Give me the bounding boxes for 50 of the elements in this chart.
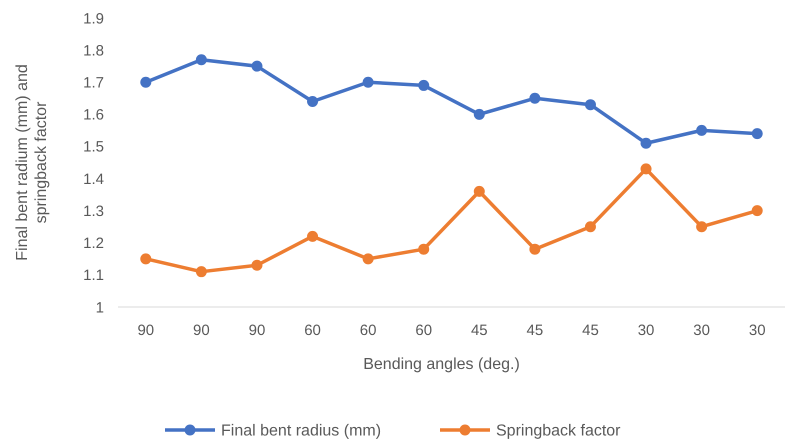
point [307, 230, 318, 242]
y-tick-label: 1.4 [83, 170, 104, 188]
y-tick-label: 1.7 [83, 74, 104, 92]
point [140, 253, 152, 264]
point [696, 221, 708, 232]
point [362, 253, 374, 264]
x-tick-label: 45 [582, 322, 599, 339]
x-tick-label: 90 [248, 322, 266, 339]
point [307, 96, 318, 107]
point [196, 266, 207, 278]
y-axis-title: Final bent radium (mm) and springback factor [14, 64, 50, 261]
y-tick-label: 1.6 [83, 106, 104, 124]
point [251, 60, 262, 72]
point [251, 260, 262, 271]
x-tick-label: 45 [526, 322, 544, 339]
point [696, 124, 708, 136]
point [584, 221, 596, 232]
point [474, 186, 485, 197]
point [640, 163, 652, 174]
point [474, 108, 485, 120]
point [752, 205, 763, 216]
point [140, 76, 152, 88]
point [752, 128, 763, 140]
y-tick-label: 1.2 [83, 235, 104, 252]
point [529, 244, 540, 255]
y-tick-label: 1.3 [83, 202, 104, 220]
legend-label: Final bent radius (mm) [221, 422, 382, 440]
point [362, 76, 374, 88]
x-tick-label: 30 [748, 322, 766, 339]
x-axis-title: Bending angles (deg.) [363, 356, 520, 373]
point [640, 138, 652, 149]
y-tick-label: 1.1 [83, 267, 104, 284]
x-tick-label: 60 [360, 322, 376, 339]
point [529, 92, 540, 104]
x-tick-label: 30 [638, 322, 654, 339]
point [418, 80, 430, 91]
point [584, 99, 596, 110]
y-tick-label: 1.5 [83, 138, 104, 156]
y-tick-label: 1.8 [83, 42, 104, 60]
x-tick-label: 45 [470, 322, 488, 339]
x-tick-label: 60 [304, 322, 321, 339]
x-tick-label: 30 [693, 322, 710, 339]
y-tick-label: 1 [96, 299, 104, 316]
point [196, 54, 207, 66]
legend-label: Springback factor [496, 422, 622, 440]
y-tick-label: 1.9 [83, 10, 104, 28]
x-tick-label: 90 [193, 322, 210, 339]
point [418, 244, 430, 255]
x-tick-label: 60 [415, 322, 432, 339]
x-tick-label: 90 [137, 322, 154, 339]
